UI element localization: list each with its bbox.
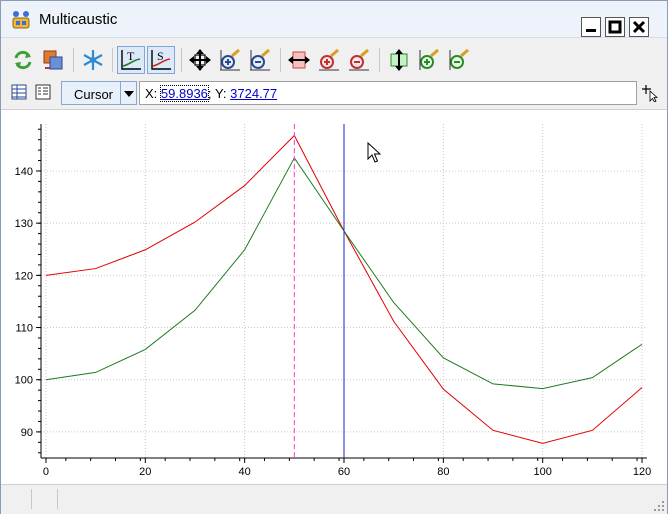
minimize-icon [586,29,596,32]
svg-text:S: S [157,49,164,63]
table-button[interactable] [11,84,27,103]
y-tick-label: 120 [15,270,33,282]
main-toolbar: T S [1,42,667,78]
zoom-out-both-icon [250,48,270,71]
pan-button[interactable] [186,46,214,74]
mode-label: Cursor [74,87,114,102]
zoom-out-horizontal-icon [349,48,369,71]
zoom-in-horizontal-icon [319,48,339,71]
refresh-button[interactable] [9,46,37,74]
status-bar [1,484,667,514]
minimize-button[interactable] [581,17,601,37]
vertical-fit-icon [390,49,408,71]
zoom-in-horizontal-button[interactable] [315,46,343,74]
horizontal-fit-icon [288,51,310,69]
swap-button[interactable] [39,46,67,74]
cursor-coordinates: X: 59.8936; Y: 3724.77 [139,81,637,105]
zoom-in-both-icon [220,48,240,71]
mode-dropdown[interactable]: Cursor [61,81,137,105]
dropdown-arrow-icon [124,91,134,97]
zoom-in-vertical-button[interactable] [415,46,443,74]
y-tick-label: 110 [15,323,33,335]
x-tick-label: 100 [534,466,552,478]
cursor-toolbar: Cursor X: 59.8936; Y: 3724.77 [1,78,667,108]
s-curve-icon: S [151,49,171,70]
list-icon [35,84,51,100]
x-label: X: [145,86,158,101]
t-curve-toggle[interactable]: T [117,46,145,74]
vertical-fit-button[interactable] [385,46,413,74]
y-tick-label: 90 [21,427,33,439]
x-tick-label: 40 [239,466,251,478]
x-value-link[interactable]: 59.8936 [159,85,209,102]
x-tick-label: 80 [437,466,449,478]
maximize-button[interactable] [605,17,625,37]
list-button[interactable] [35,84,51,103]
window-title: Multicaustic [39,11,118,28]
mouse-pointer-icon [367,142,381,163]
zoom-in-vertical-icon [419,48,439,70]
maximize-icon [608,20,622,34]
title-bar[interactable]: Multicaustic [1,1,667,38]
zoom-out-both-button[interactable] [246,46,274,74]
x-tick-label: 0 [43,466,49,478]
crosshair-button[interactable] [641,84,659,105]
zoom-out-vertical-button[interactable] [445,46,473,74]
snowflake-icon [83,50,103,70]
swap-icon [43,50,63,70]
s-curve-toggle[interactable]: S [147,46,175,74]
y-tick-label: 130 [15,218,33,230]
svg-text:T: T [127,49,135,63]
y-value-link[interactable]: 3724.77 [230,86,278,101]
table-icon [11,84,27,100]
x-tick-label: 20 [139,466,151,478]
y-tick-label: 100 [15,375,33,387]
freeze-button[interactable] [79,46,107,74]
zoom-in-both-button[interactable] [216,46,244,74]
x-tick-label: 60 [338,466,350,478]
plot-area[interactable]: 0 20 40 60 80 100 120 90 100 110 120 130 140 [1,109,667,484]
line-chart[interactable]: 0 20 40 60 80 100 120 90 100 110 120 130 140 [1,110,667,484]
crosshair-cursor-icon [642,85,659,103]
y-label: Y: [214,86,227,101]
move-all-icon [189,49,211,71]
close-button[interactable] [629,17,649,37]
resize-grip-icon[interactable] [653,500,665,512]
mode-dropdown-toggle[interactable] [120,82,137,104]
horizontal-fit-button[interactable] [285,46,313,74]
coord-separator: ; [207,86,212,101]
close-icon [632,20,646,34]
app-icon [11,10,31,30]
t-curve-icon: T [121,49,141,70]
refresh-icon [14,50,32,70]
zoom-out-horizontal-button[interactable] [345,46,373,74]
y-tick-label: 140 [15,166,33,178]
x-tick-label: 120 [633,466,651,478]
zoom-out-vertical-icon [449,48,469,70]
